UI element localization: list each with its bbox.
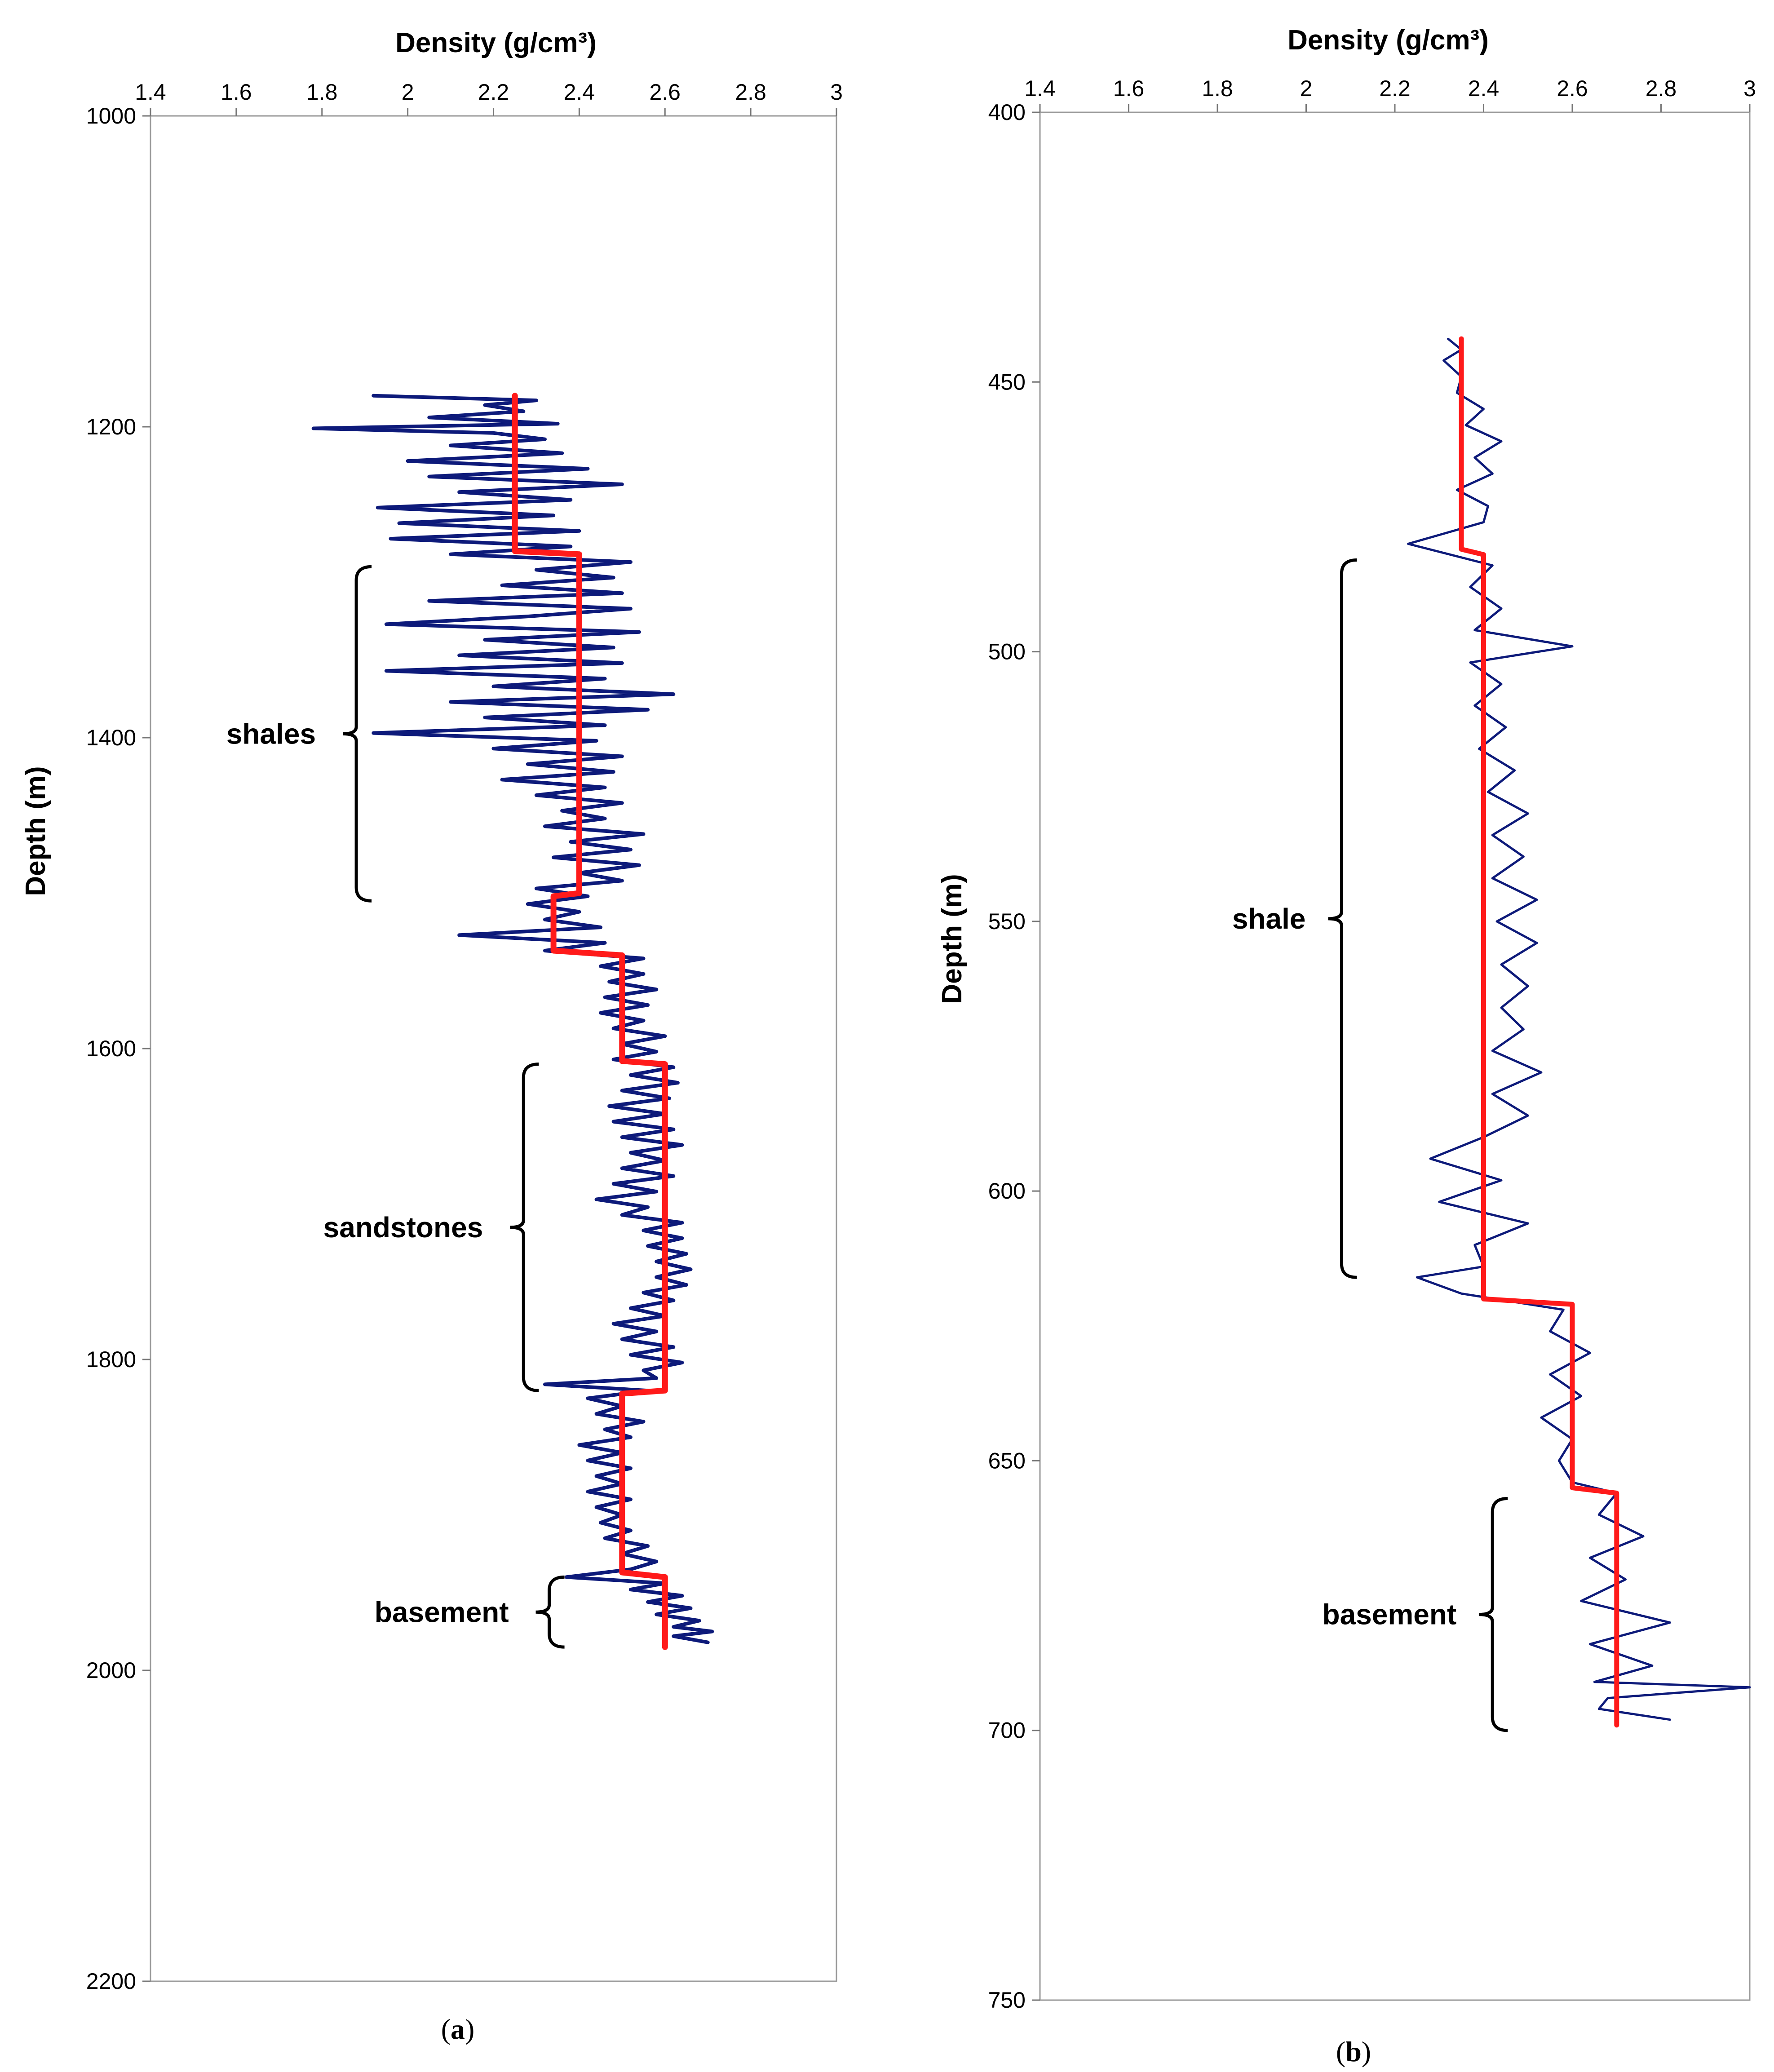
y-tick-label-a: 2000	[86, 1658, 136, 1683]
x-tick-label-b: 3	[1743, 76, 1756, 101]
x-tick-label-a: 2	[402, 80, 414, 105]
y-tick-label-a: 1400	[86, 725, 136, 750]
y-tick-label-b: 600	[988, 1178, 1026, 1204]
x-tick-label-a: 3	[830, 80, 843, 105]
model-line-b	[1459, 336, 1619, 1728]
annotation-basement: basement	[375, 1596, 509, 1628]
caption-a-letter: a	[451, 2013, 465, 2045]
x-axis-title-b: Density (g/cm³)	[1287, 25, 1489, 56]
y-tick-label-b: 700	[988, 1718, 1026, 1743]
plot-area-b: 1.4 1.6 1.8 2 2.2 2.4 2.6 2.8 3 400 450 500 550 600 65…	[988, 76, 1756, 2013]
x-tick-label-b: 1.6	[1113, 76, 1145, 101]
y-tick-label-b: 550	[988, 909, 1026, 934]
y-tick-label-b: 500	[988, 639, 1026, 664]
annotation-basement: basement	[1322, 1598, 1456, 1631]
x-tick-label-a: 2.2	[478, 80, 509, 105]
x-tick-label-b: 2.2	[1379, 76, 1411, 101]
x-tick-label-b: 1.4	[1024, 76, 1056, 101]
x-tick-label-a: 2.8	[735, 80, 766, 105]
caption-a: (a)	[441, 2013, 475, 2045]
y-tick-label-b: 400	[988, 100, 1026, 125]
y-tick-label-b: 750	[988, 1988, 1026, 2013]
x-tick-label-b: 2	[1300, 76, 1313, 101]
y-tick-label-b: 650	[988, 1448, 1026, 1473]
annotation-shale: shale	[1232, 903, 1306, 935]
bracket-basement	[535, 1575, 565, 1649]
y-tick-label-a: 1200	[86, 414, 136, 439]
y-tick-label-a: 1000	[86, 103, 136, 128]
panel-b: Density (g/cm³) Depth (m) 1.4 1.6 1.8 2 2.2 2…	[937, 25, 1756, 2068]
plot-area-a: 1.4 1.6 1.8 2 2.2 2.4 2.6 2.8 3 1000 1200 1400 1600 1…	[86, 80, 843, 1994]
x-tick-label-b: 2.4	[1468, 76, 1500, 101]
y-tick-label-a: 2200	[86, 1969, 136, 1994]
annotation-shales: shales	[226, 717, 316, 750]
bracket-basement	[1479, 1496, 1508, 1732]
annotation-sandstones: sandstones	[323, 1211, 483, 1244]
x-tick-label-a: 1.6	[221, 80, 252, 105]
density-log-line-b	[1407, 337, 1751, 1721]
caption-b: (b)	[1336, 2036, 1371, 2068]
x-tick-label-a: 2.4	[564, 80, 595, 105]
caption-b-letter: b	[1345, 2036, 1362, 2068]
model-line-a	[512, 393, 668, 1650]
x-axis-title-a: Density (g/cm³)	[395, 27, 597, 58]
bracket-sandstones	[510, 1063, 539, 1392]
x-tick-label-a: 1.4	[135, 80, 166, 105]
x-tick-label-b: 2.8	[1646, 76, 1677, 101]
x-tick-label-a: 2.6	[649, 80, 681, 105]
y-axis-title-b: Depth (m)	[937, 874, 968, 1004]
x-tick-label-a: 1.8	[306, 80, 338, 105]
bracket-shale	[1328, 558, 1357, 1279]
x-tick-label-b: 1.8	[1202, 76, 1233, 101]
y-axis-title-a: Depth (m)	[20, 766, 51, 896]
y-tick-label-a: 1600	[86, 1036, 136, 1061]
y-tick-label-b: 450	[988, 369, 1026, 394]
bracket-shales	[343, 565, 372, 903]
y-tick-label-a: 1800	[86, 1347, 136, 1372]
panel-a: Density (g/cm³) Depth (m) 1.4 1.6 1.8 2 2.2 2…	[20, 27, 843, 2045]
x-tick-label-b: 2.6	[1557, 76, 1588, 101]
